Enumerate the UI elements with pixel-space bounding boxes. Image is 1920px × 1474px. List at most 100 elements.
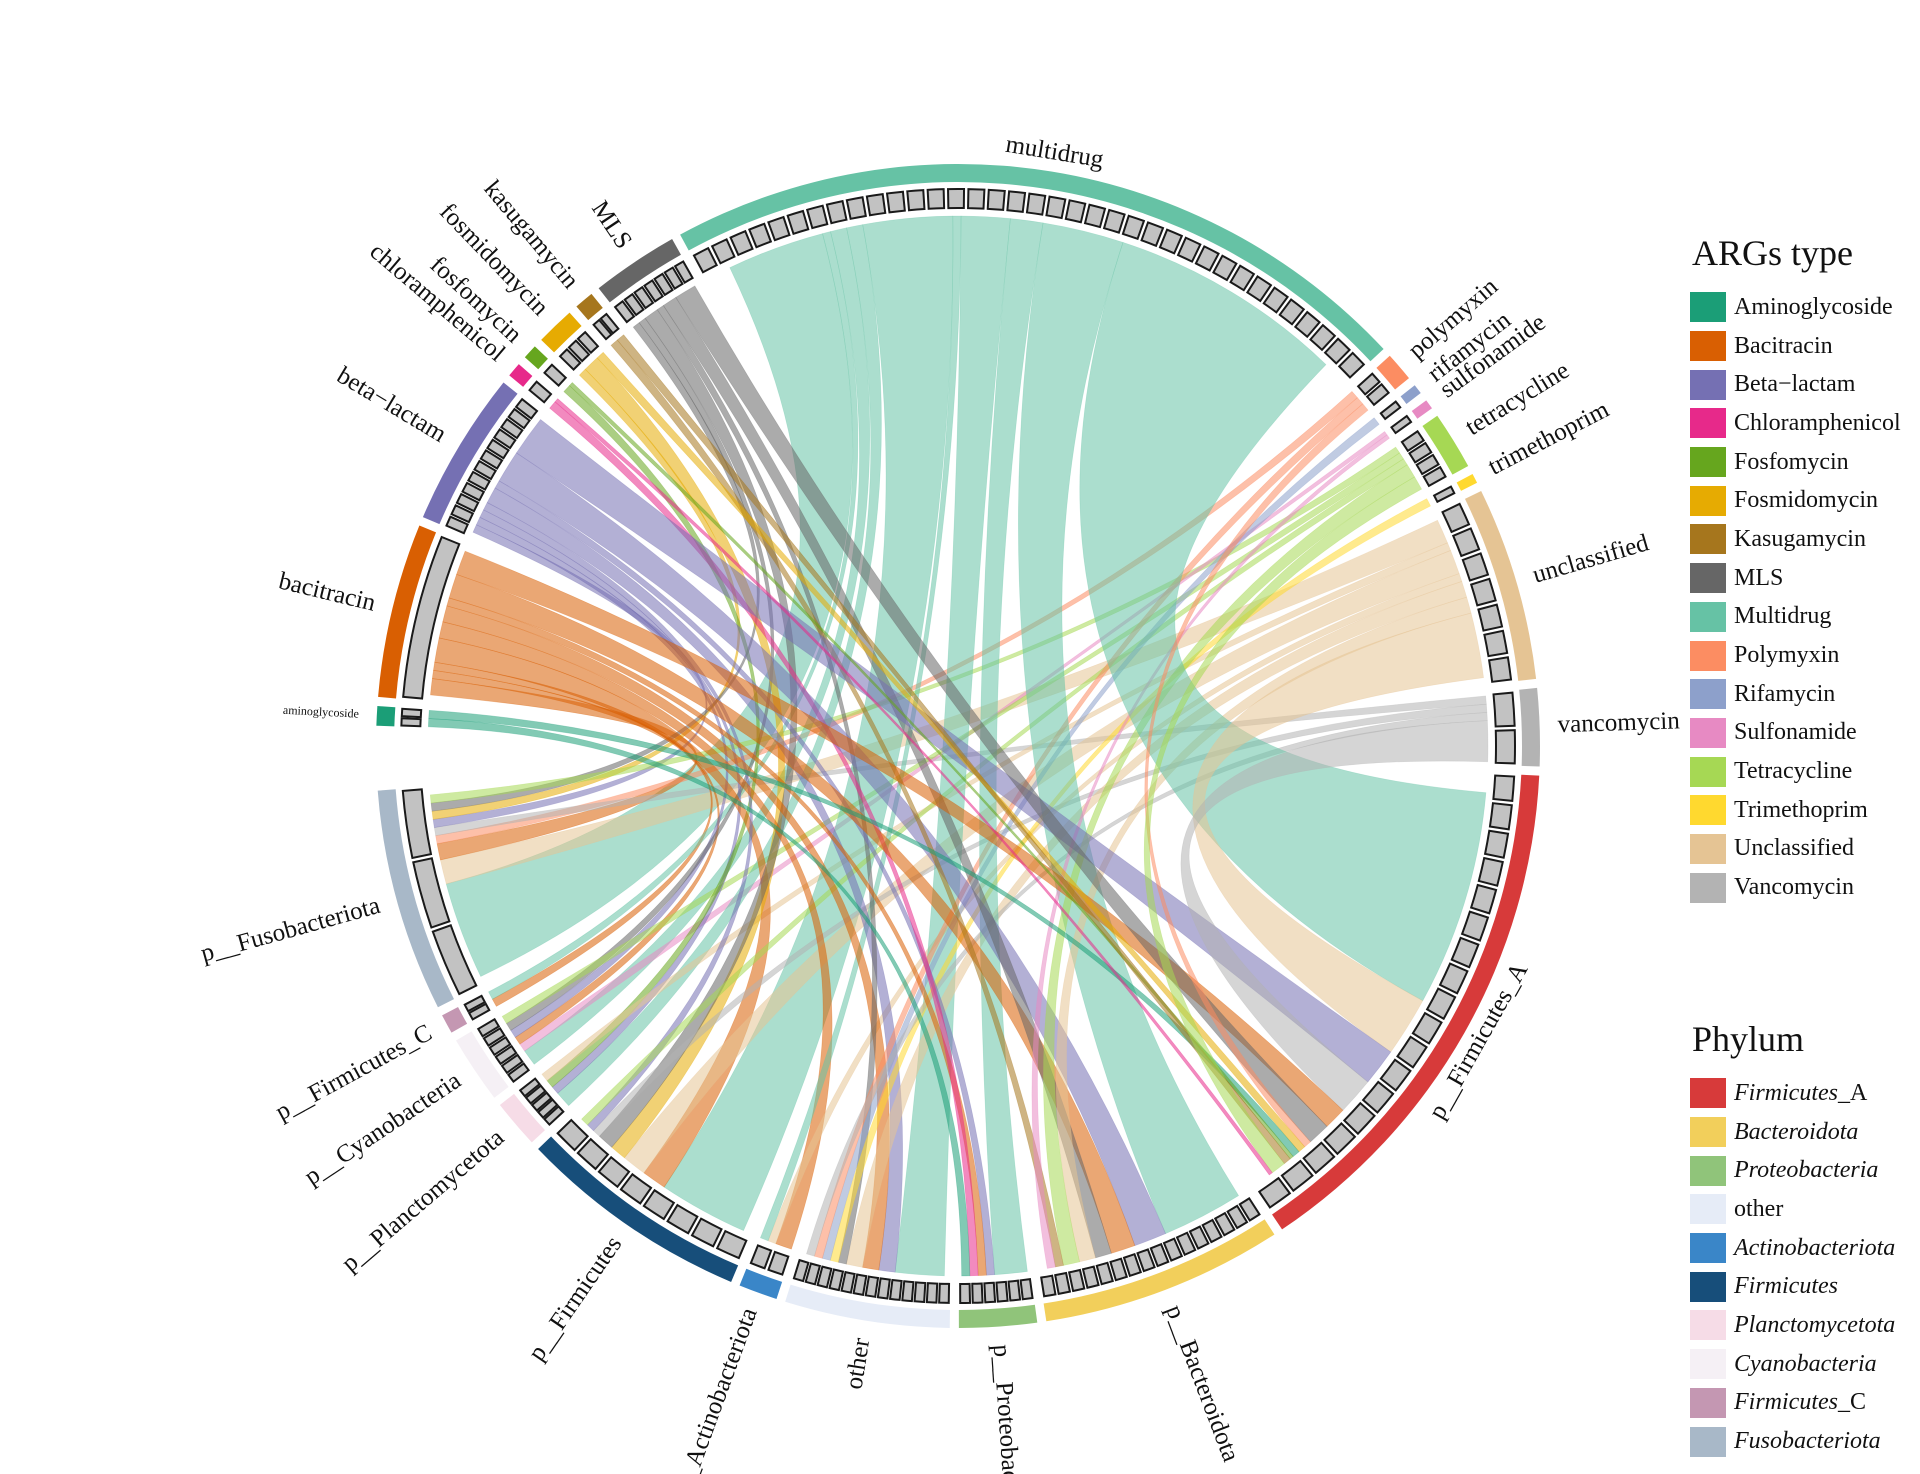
gene-box <box>476 1017 501 1038</box>
legend-item: Proteobacteria <box>1690 1151 1895 1190</box>
gene-box <box>1175 1231 1197 1257</box>
sector-label-aminoglycoside: aminoglycoside <box>283 703 360 721</box>
legend-label: Fosfomycin <box>1734 448 1849 475</box>
gene-box <box>1158 228 1184 255</box>
legend-swatch <box>1690 1233 1726 1264</box>
gene-box <box>876 1277 891 1300</box>
gene-box <box>786 209 810 236</box>
gene-box <box>938 1282 951 1304</box>
gene-box <box>1408 441 1433 464</box>
gene-box <box>1411 1011 1443 1045</box>
gene-box <box>402 535 461 700</box>
gene-box <box>1238 1197 1261 1222</box>
chord-link-52 <box>610 339 1064 1268</box>
legend-label: Proteobacteria <box>1734 1157 1879 1184</box>
legend-label: MLS <box>1734 564 1784 591</box>
sector-label-p__Actinobacteriota: p__Actinobacteriota <box>667 1304 763 1474</box>
legend-swatch <box>1690 640 1726 671</box>
gene-box <box>499 417 524 440</box>
sector-label-beta−lactam: beta−lactam <box>332 362 451 448</box>
legend-item: Polymyxin <box>1690 636 1901 675</box>
chord-link-57 <box>1180 720 1489 1111</box>
legend-swatch <box>1690 408 1726 439</box>
legend-swatch <box>1690 369 1726 400</box>
legend-swatch <box>1690 292 1726 323</box>
gene-box <box>1176 236 1202 263</box>
gene-box <box>1415 453 1440 476</box>
gene-box <box>507 407 531 430</box>
chord-link-43 <box>446 597 987 1276</box>
legend-item: Rifamycin <box>1690 675 1901 714</box>
chord-link-53 <box>1031 434 1390 1269</box>
gene-box <box>479 448 504 470</box>
gene-box <box>1188 1225 1210 1250</box>
gene-box <box>804 1262 822 1286</box>
gene-box <box>1007 1279 1022 1302</box>
gene-box <box>971 1282 984 1304</box>
sector-label-vancomycin: vancomycin <box>1557 707 1680 738</box>
legend-swatch <box>1690 833 1726 864</box>
gene-box <box>613 299 636 324</box>
chord-link-61 <box>596 351 1306 1153</box>
gene-box <box>1422 465 1447 488</box>
gene-box <box>1488 802 1513 831</box>
gene-box <box>959 1282 972 1305</box>
legend-swatch <box>1690 872 1726 903</box>
chord-link-36 <box>656 305 878 1265</box>
gene-box <box>888 1278 903 1302</box>
gene-box <box>692 246 719 274</box>
legend-phylum: Phylum Firmicutes_A Bacteroidota Proteobac… <box>1690 1018 1895 1461</box>
gene-boxes <box>400 188 1516 1305</box>
chord-link-64 <box>616 334 1291 1165</box>
sector-arc-kasugamycin <box>576 293 603 321</box>
gene-box <box>653 272 674 297</box>
chord-link-1 <box>440 519 1448 885</box>
gene-box <box>1257 1176 1292 1209</box>
gene-box <box>530 1091 553 1112</box>
gene-box <box>1212 254 1238 282</box>
sector-label-p__Bacteroidota: p__Bacteroidota <box>1160 1301 1244 1465</box>
sector-arc-p__Bacteroidota <box>1043 1219 1275 1322</box>
gene-box <box>925 1282 939 1304</box>
gene-box <box>792 1258 810 1283</box>
legend-item: Bacitracin <box>1690 327 1901 366</box>
gene-box <box>840 1270 856 1294</box>
gene-box <box>1040 1274 1057 1298</box>
gene-box <box>1019 1278 1034 1301</box>
legend-swatch <box>1690 1349 1726 1380</box>
gene-box <box>1342 1101 1376 1136</box>
legend-item: Chloramphenicol <box>1690 404 1901 443</box>
sector-arc-fosfomycin <box>524 346 548 370</box>
legend-item: Fusobacteriota <box>1690 1422 1895 1461</box>
gene-box <box>1226 1204 1249 1230</box>
legend-label: Multidrug <box>1734 603 1832 630</box>
gene-box <box>1194 245 1220 272</box>
legend-item: Cyanobacteria <box>1690 1345 1895 1384</box>
gene-box <box>1302 1141 1336 1175</box>
gene-box <box>1461 552 1490 582</box>
gene-box <box>1483 829 1510 859</box>
legend-label: Rifamycin <box>1734 680 1836 707</box>
legend-label: Firmicutes_A <box>1734 1079 1868 1106</box>
gene-box <box>767 215 791 242</box>
gene-box <box>431 924 478 996</box>
gene-box <box>599 312 620 335</box>
gene-box <box>528 380 553 404</box>
gene-box <box>642 1188 676 1221</box>
sector-arc-polymyxin <box>1376 355 1410 390</box>
gene-box <box>1469 577 1497 607</box>
chord-link-30 <box>767 573 1463 1245</box>
gene-box <box>995 1280 1009 1303</box>
gene-box <box>486 438 510 460</box>
gene-box <box>1309 323 1337 352</box>
gene-box <box>558 347 582 372</box>
chord-link-18 <box>479 509 742 1094</box>
gene-box <box>466 470 491 491</box>
gene-box <box>1067 1268 1086 1293</box>
gene-box <box>1441 502 1471 534</box>
legend-item: Bacteroidota <box>1690 1113 1895 1152</box>
gene-box <box>543 363 568 387</box>
gene-box <box>1201 1218 1223 1244</box>
gene-box <box>864 1275 880 1298</box>
legend-swatch <box>1690 563 1726 594</box>
